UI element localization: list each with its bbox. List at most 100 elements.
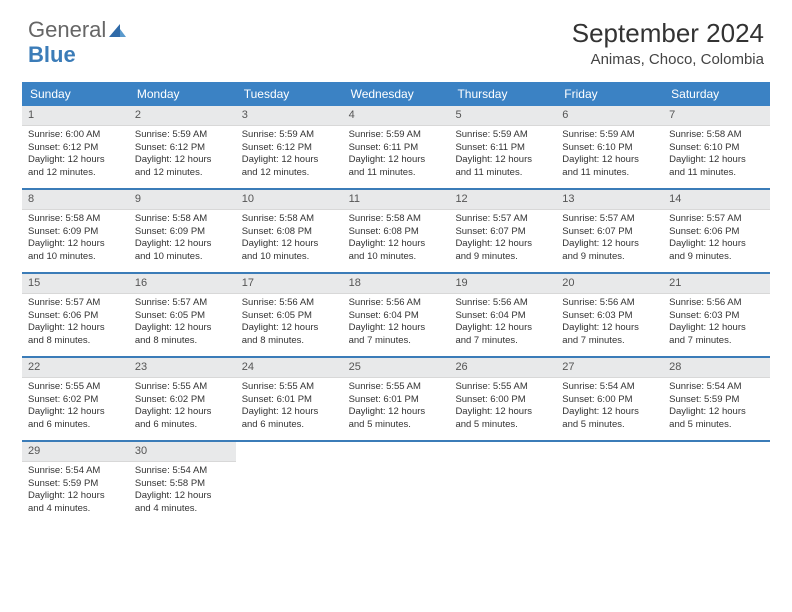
day-body: Sunrise: 5:58 AMSunset: 6:10 PMDaylight:… [663, 126, 770, 186]
sunrise: Sunrise: 5:57 AM [669, 213, 764, 226]
sunset: Sunset: 6:10 PM [562, 142, 657, 155]
daylight: Daylight: 12 hours and 8 minutes. [28, 322, 123, 348]
day-number: 2 [129, 106, 236, 126]
day-number: 16 [129, 274, 236, 294]
sunrise: Sunrise: 5:56 AM [455, 297, 550, 310]
day-body: Sunrise: 5:55 AMSunset: 6:02 PMDaylight:… [129, 378, 236, 438]
day-body: Sunrise: 5:57 AMSunset: 6:07 PMDaylight:… [556, 210, 663, 270]
day-cell: 5Sunrise: 5:59 AMSunset: 6:11 PMDaylight… [449, 106, 556, 188]
day-cell-empty [236, 442, 343, 524]
sunset: Sunset: 6:08 PM [242, 226, 337, 239]
day-body: Sunrise: 5:57 AMSunset: 6:06 PMDaylight:… [663, 210, 770, 270]
sunrise: Sunrise: 5:58 AM [242, 213, 337, 226]
day-body: Sunrise: 5:54 AMSunset: 5:59 PMDaylight:… [663, 378, 770, 438]
day-cell: 12Sunrise: 5:57 AMSunset: 6:07 PMDayligh… [449, 190, 556, 272]
daylight: Daylight: 12 hours and 12 minutes. [242, 154, 337, 180]
sunset: Sunset: 6:06 PM [669, 226, 764, 239]
day-body: Sunrise: 5:55 AMSunset: 6:01 PMDaylight:… [236, 378, 343, 438]
sunset: Sunset: 6:01 PM [349, 394, 444, 407]
day-body: Sunrise: 5:59 AMSunset: 6:10 PMDaylight:… [556, 126, 663, 186]
day-header-saturday: Saturday [663, 82, 770, 106]
sunrise: Sunrise: 5:55 AM [242, 381, 337, 394]
day-number: 10 [236, 190, 343, 210]
day-number: 18 [343, 274, 450, 294]
sunrise: Sunrise: 5:58 AM [669, 129, 764, 142]
day-cell: 13Sunrise: 5:57 AMSunset: 6:07 PMDayligh… [556, 190, 663, 272]
sunrise: Sunrise: 5:56 AM [562, 297, 657, 310]
sunset: Sunset: 6:07 PM [455, 226, 550, 239]
day-body: Sunrise: 5:58 AMSunset: 6:08 PMDaylight:… [343, 210, 450, 270]
sunset: Sunset: 6:12 PM [242, 142, 337, 155]
day-cell-empty [556, 442, 663, 524]
week-row: 8Sunrise: 5:58 AMSunset: 6:09 PMDaylight… [22, 188, 770, 272]
daylight: Daylight: 12 hours and 6 minutes. [242, 406, 337, 432]
sunset: Sunset: 6:04 PM [455, 310, 550, 323]
day-cell: 9Sunrise: 5:58 AMSunset: 6:09 PMDaylight… [129, 190, 236, 272]
day-number: 13 [556, 190, 663, 210]
day-cell: 22Sunrise: 5:55 AMSunset: 6:02 PMDayligh… [22, 358, 129, 440]
daylight: Daylight: 12 hours and 10 minutes. [242, 238, 337, 264]
daylight: Daylight: 12 hours and 6 minutes. [135, 406, 230, 432]
sunrise: Sunrise: 5:59 AM [349, 129, 444, 142]
day-header-sunday: Sunday [22, 82, 129, 106]
sunset: Sunset: 6:00 PM [455, 394, 550, 407]
sunset: Sunset: 6:03 PM [669, 310, 764, 323]
day-body: Sunrise: 5:55 AMSunset: 6:01 PMDaylight:… [343, 378, 450, 438]
sunrise: Sunrise: 5:56 AM [349, 297, 444, 310]
sunrise: Sunrise: 5:59 AM [242, 129, 337, 142]
day-body: Sunrise: 5:56 AMSunset: 6:04 PMDaylight:… [343, 294, 450, 354]
logo-text-general: General [28, 17, 106, 42]
sunrise: Sunrise: 5:58 AM [28, 213, 123, 226]
day-cell: 11Sunrise: 5:58 AMSunset: 6:08 PMDayligh… [343, 190, 450, 272]
daylight: Daylight: 12 hours and 11 minutes. [669, 154, 764, 180]
sunrise: Sunrise: 5:55 AM [28, 381, 123, 394]
sunrise: Sunrise: 5:55 AM [135, 381, 230, 394]
day-body: Sunrise: 5:54 AMSunset: 6:00 PMDaylight:… [556, 378, 663, 438]
sunset: Sunset: 6:00 PM [562, 394, 657, 407]
daylight: Daylight: 12 hours and 11 minutes. [562, 154, 657, 180]
sunset: Sunset: 5:58 PM [135, 478, 230, 491]
day-cell: 23Sunrise: 5:55 AMSunset: 6:02 PMDayligh… [129, 358, 236, 440]
sunset: Sunset: 6:03 PM [562, 310, 657, 323]
day-number: 15 [22, 274, 129, 294]
calendar: SundayMondayTuesdayWednesdayThursdayFrid… [22, 82, 770, 524]
day-number: 28 [663, 358, 770, 378]
sunset: Sunset: 6:12 PM [135, 142, 230, 155]
day-number: 23 [129, 358, 236, 378]
week-row: 15Sunrise: 5:57 AMSunset: 6:06 PMDayligh… [22, 272, 770, 356]
sunset: Sunset: 6:08 PM [349, 226, 444, 239]
day-body: Sunrise: 5:58 AMSunset: 6:09 PMDaylight:… [22, 210, 129, 270]
day-cell: 26Sunrise: 5:55 AMSunset: 6:00 PMDayligh… [449, 358, 556, 440]
day-cell: 19Sunrise: 5:56 AMSunset: 6:04 PMDayligh… [449, 274, 556, 356]
sunset: Sunset: 6:01 PM [242, 394, 337, 407]
day-number: 9 [129, 190, 236, 210]
day-cell: 25Sunrise: 5:55 AMSunset: 6:01 PMDayligh… [343, 358, 450, 440]
sunrise: Sunrise: 5:57 AM [135, 297, 230, 310]
sunset: Sunset: 6:02 PM [28, 394, 123, 407]
sunrise: Sunrise: 5:54 AM [562, 381, 657, 394]
day-cell: 17Sunrise: 5:56 AMSunset: 6:05 PMDayligh… [236, 274, 343, 356]
sunset: Sunset: 6:10 PM [669, 142, 764, 155]
day-cell: 15Sunrise: 5:57 AMSunset: 6:06 PMDayligh… [22, 274, 129, 356]
sunrise: Sunrise: 5:57 AM [562, 213, 657, 226]
daylight: Daylight: 12 hours and 5 minutes. [455, 406, 550, 432]
day-cell: 1Sunrise: 6:00 AMSunset: 6:12 PMDaylight… [22, 106, 129, 188]
sunset: Sunset: 6:11 PM [349, 142, 444, 155]
daylight: Daylight: 12 hours and 6 minutes. [28, 406, 123, 432]
day-body: Sunrise: 5:54 AMSunset: 5:58 PMDaylight:… [129, 462, 236, 522]
day-number: 20 [556, 274, 663, 294]
day-header-friday: Friday [556, 82, 663, 106]
day-body: Sunrise: 5:56 AMSunset: 6:05 PMDaylight:… [236, 294, 343, 354]
daylight: Daylight: 12 hours and 8 minutes. [135, 322, 230, 348]
day-body: Sunrise: 5:56 AMSunset: 6:03 PMDaylight:… [663, 294, 770, 354]
month-title: September 2024 [572, 18, 764, 49]
daylight: Daylight: 12 hours and 10 minutes. [349, 238, 444, 264]
day-body: Sunrise: 5:54 AMSunset: 5:59 PMDaylight:… [22, 462, 129, 522]
day-cell: 6Sunrise: 5:59 AMSunset: 6:10 PMDaylight… [556, 106, 663, 188]
daylight: Daylight: 12 hours and 5 minutes. [669, 406, 764, 432]
day-number: 5 [449, 106, 556, 126]
daylight: Daylight: 12 hours and 9 minutes. [562, 238, 657, 264]
day-number: 3 [236, 106, 343, 126]
day-body: Sunrise: 5:59 AMSunset: 6:11 PMDaylight:… [343, 126, 450, 186]
daylight: Daylight: 12 hours and 5 minutes. [562, 406, 657, 432]
